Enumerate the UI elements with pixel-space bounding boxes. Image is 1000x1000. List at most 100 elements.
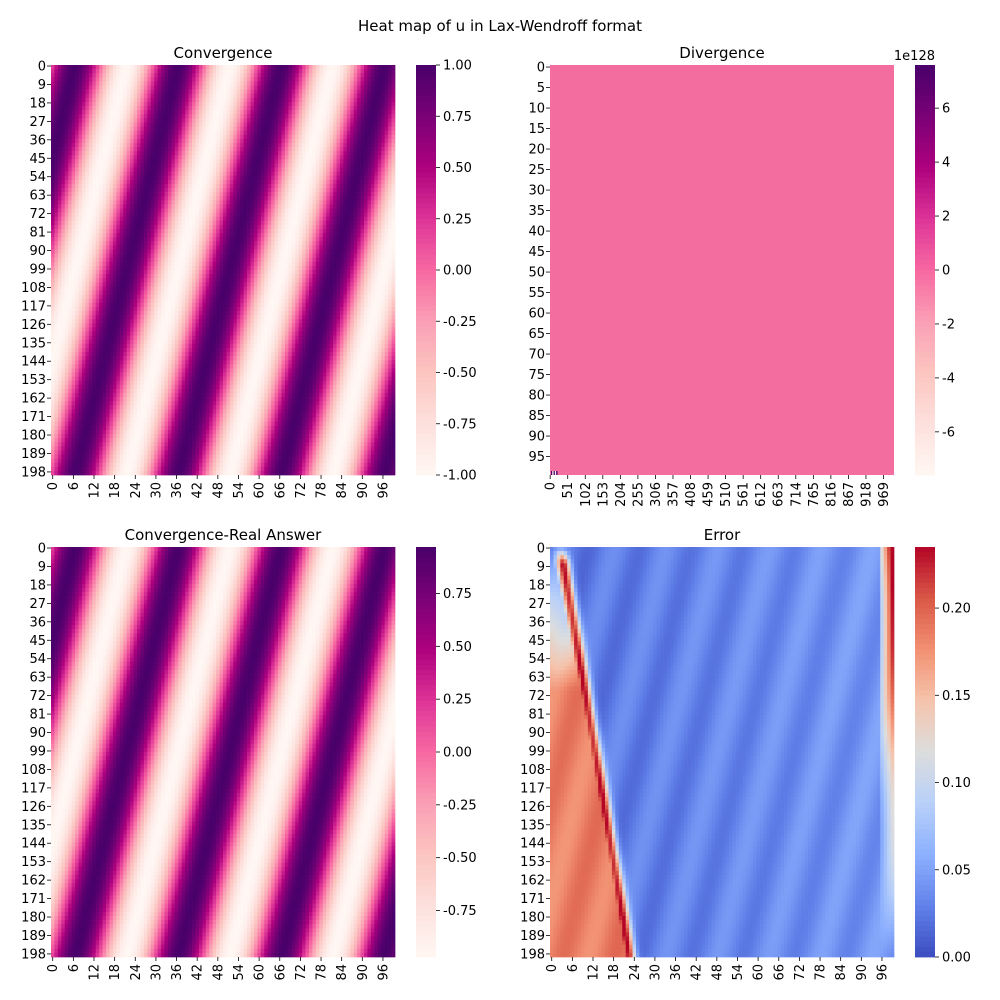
heatmap-cell — [92, 114, 96, 118]
heatmap-cell — [374, 122, 378, 126]
heatmap-cell — [357, 196, 361, 200]
heatmap-cell — [350, 90, 354, 94]
heatmap-cell — [312, 131, 316, 135]
heatmap-cell — [240, 65, 244, 69]
heatmap-cell — [65, 168, 69, 172]
heatmap-cell — [54, 90, 58, 94]
heatmap-cell — [65, 65, 69, 69]
heatmap-cell — [175, 139, 179, 143]
heatmap-cell — [319, 102, 323, 106]
heatmap-cell — [189, 233, 193, 237]
heatmap-cell — [326, 163, 330, 167]
heatmap-cell — [58, 204, 62, 208]
heatmap-cell — [233, 143, 237, 147]
heatmap-cell — [123, 98, 127, 102]
heatmap-cell — [209, 192, 213, 196]
heatmap-cell — [330, 172, 334, 176]
heatmap-cell — [154, 225, 158, 229]
heatmap-cell — [161, 250, 165, 254]
heatmap-cell — [199, 229, 203, 233]
heatmap-cell — [182, 168, 186, 172]
heatmap-cell — [178, 102, 182, 106]
heatmap-cell — [278, 192, 282, 196]
heatmap-cell — [161, 73, 165, 77]
heatmap-cell — [295, 135, 299, 139]
heatmap-cell — [202, 254, 206, 258]
heatmap-cell — [326, 69, 330, 73]
heatmap-cell — [99, 192, 103, 196]
heatmap-cell — [171, 147, 175, 151]
heatmap-cell — [374, 204, 378, 208]
heatmap-cell — [151, 81, 155, 85]
heatmap-cell — [92, 94, 96, 98]
heatmap-cell — [244, 143, 248, 147]
heatmap-cell — [261, 209, 265, 213]
heatmap-cell — [165, 250, 169, 254]
heatmap-cell — [96, 122, 100, 126]
heatmap-cell — [54, 241, 58, 245]
heatmap-cell — [278, 266, 282, 270]
heatmap-cell — [220, 127, 224, 131]
heatmap-cell — [79, 192, 83, 196]
heatmap-cell — [233, 221, 237, 225]
heatmap-cell — [223, 135, 227, 139]
heatmap-cell — [158, 266, 162, 270]
heatmap-cell — [65, 176, 69, 180]
heatmap-cell — [168, 192, 172, 196]
heatmap-cell — [392, 225, 396, 229]
heatmap-cell — [213, 69, 217, 73]
heatmap-cell — [75, 196, 79, 200]
heatmap-cell — [178, 65, 182, 69]
heatmap-cell — [357, 241, 361, 245]
heatmap-cell — [364, 176, 368, 180]
heatmap-cell — [175, 94, 179, 98]
heatmap-cell — [127, 266, 131, 270]
heatmap-cell — [337, 262, 341, 266]
heatmap-cell — [340, 250, 344, 254]
heatmap-cell — [103, 151, 107, 155]
heatmap-cell — [271, 213, 275, 217]
heatmap-cell — [330, 86, 334, 90]
heatmap-cell — [206, 118, 210, 122]
heatmap-cell — [257, 73, 261, 77]
heatmap-cell — [281, 135, 285, 139]
heatmap-cell — [206, 184, 210, 188]
heatmap-cell — [374, 106, 378, 110]
heatmap-cell — [202, 172, 206, 176]
heatmap-cell — [92, 155, 96, 159]
heatmap-cell — [182, 217, 186, 221]
heatmap-cell — [171, 258, 175, 262]
heatmap-cell — [306, 110, 310, 114]
heatmap-cell — [251, 188, 255, 192]
heatmap-cell — [199, 86, 203, 90]
heatmap-cell — [171, 266, 175, 270]
heatmap-cell — [257, 245, 261, 249]
heatmap-cell — [275, 258, 279, 262]
heatmap-cell — [147, 229, 151, 233]
heatmap-cell — [244, 147, 248, 151]
heatmap-cell — [96, 110, 100, 114]
heatmap-cell — [378, 94, 382, 98]
heatmap-cell — [213, 192, 217, 196]
heatmap-cell — [140, 188, 144, 192]
heatmap-cell — [319, 73, 323, 77]
heatmap-cell — [89, 135, 93, 139]
heatmap-cell — [281, 94, 285, 98]
heatmap-cell — [216, 77, 220, 81]
heatmap-cell — [257, 196, 261, 200]
heatmap-cell — [357, 147, 361, 151]
heatmap-cell — [361, 254, 365, 258]
heatmap-cell — [223, 192, 227, 196]
heatmap-cell — [58, 258, 62, 262]
heatmap-cell — [147, 266, 151, 270]
heatmap-cell — [199, 139, 203, 143]
heatmap-cell — [343, 200, 347, 204]
heatmap-cell — [175, 69, 179, 73]
heatmap-cell — [309, 188, 313, 192]
heatmap-cell — [316, 254, 320, 258]
heatmap-cell — [361, 209, 365, 213]
heatmap-cell — [51, 168, 55, 172]
heatmap-cell — [316, 143, 320, 147]
heatmap-cell — [175, 229, 179, 233]
heatmap-cell — [165, 262, 169, 266]
